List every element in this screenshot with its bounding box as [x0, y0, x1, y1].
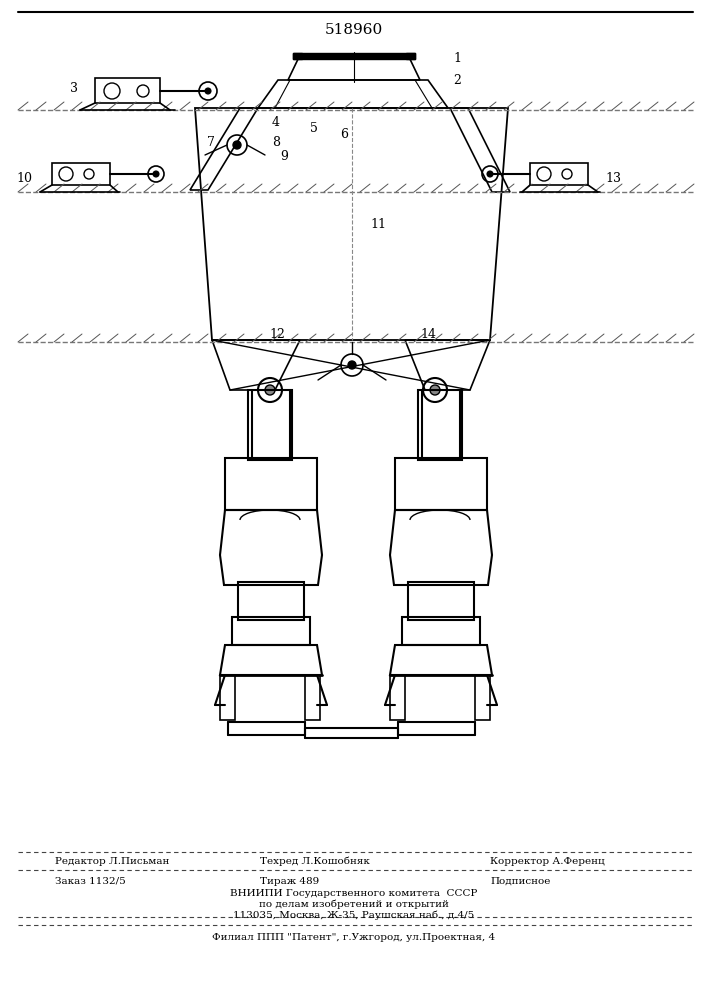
Circle shape	[487, 171, 493, 177]
Text: 14: 14	[420, 328, 436, 342]
Text: 1: 1	[453, 51, 461, 64]
Text: 10: 10	[16, 172, 32, 184]
Bar	[418, 390, 462, 460]
Text: 4: 4	[272, 115, 280, 128]
Text: 9: 9	[280, 150, 288, 163]
Bar	[475, 675, 490, 720]
Bar	[408, 582, 474, 620]
Text: ВНИИПИ Государственного комитета  СССР: ВНИИПИ Государственного комитета СССР	[230, 888, 478, 898]
Bar	[530, 163, 588, 185]
Text: Филиал ППП "Патент", г.Ужгород, ул.Проектная, 4: Филиал ППП "Патент", г.Ужгород, ул.Проек…	[212, 934, 496, 942]
Circle shape	[205, 88, 211, 94]
Text: 11: 11	[370, 219, 386, 232]
Text: по делам изобретений и открытий: по делам изобретений и открытий	[259, 899, 449, 909]
Text: 5: 5	[310, 121, 318, 134]
Bar	[52, 163, 110, 185]
Text: 113035, Москва, Ж-35, Раушская наб., д.4/5: 113035, Москва, Ж-35, Раушская наб., д.4…	[233, 910, 474, 920]
Text: 2: 2	[453, 74, 461, 87]
Text: 13: 13	[605, 172, 621, 184]
Bar	[225, 458, 317, 510]
Bar	[395, 458, 487, 510]
Text: 8: 8	[272, 135, 280, 148]
Text: 7: 7	[207, 135, 215, 148]
Text: 12: 12	[269, 328, 285, 342]
Text: Заказ 1132/5: Заказ 1132/5	[55, 876, 126, 886]
Bar	[390, 675, 405, 720]
Bar	[232, 617, 310, 645]
Circle shape	[348, 361, 356, 369]
Bar	[95, 78, 160, 103]
Text: 3: 3	[70, 82, 78, 95]
Circle shape	[153, 171, 159, 177]
Bar	[238, 582, 304, 620]
Bar	[305, 675, 320, 720]
Circle shape	[265, 385, 275, 395]
Text: 6: 6	[340, 127, 348, 140]
Text: Корректор А.Ференц: Корректор А.Ференц	[490, 856, 604, 865]
Circle shape	[233, 141, 241, 149]
Text: 518960: 518960	[325, 23, 383, 37]
Polygon shape	[293, 53, 302, 59]
Bar	[402, 617, 480, 645]
Bar	[220, 675, 235, 720]
Text: Тираж 489: Тираж 489	[260, 876, 320, 886]
Bar	[248, 390, 292, 460]
Polygon shape	[406, 53, 415, 59]
Text: Редактор Л.Письман: Редактор Л.Письман	[55, 856, 170, 865]
Text: Подписное: Подписное	[490, 876, 550, 886]
Circle shape	[430, 385, 440, 395]
Polygon shape	[293, 53, 415, 59]
Text: Техред Л.Кошобняк: Техред Л.Кошобняк	[260, 856, 370, 866]
